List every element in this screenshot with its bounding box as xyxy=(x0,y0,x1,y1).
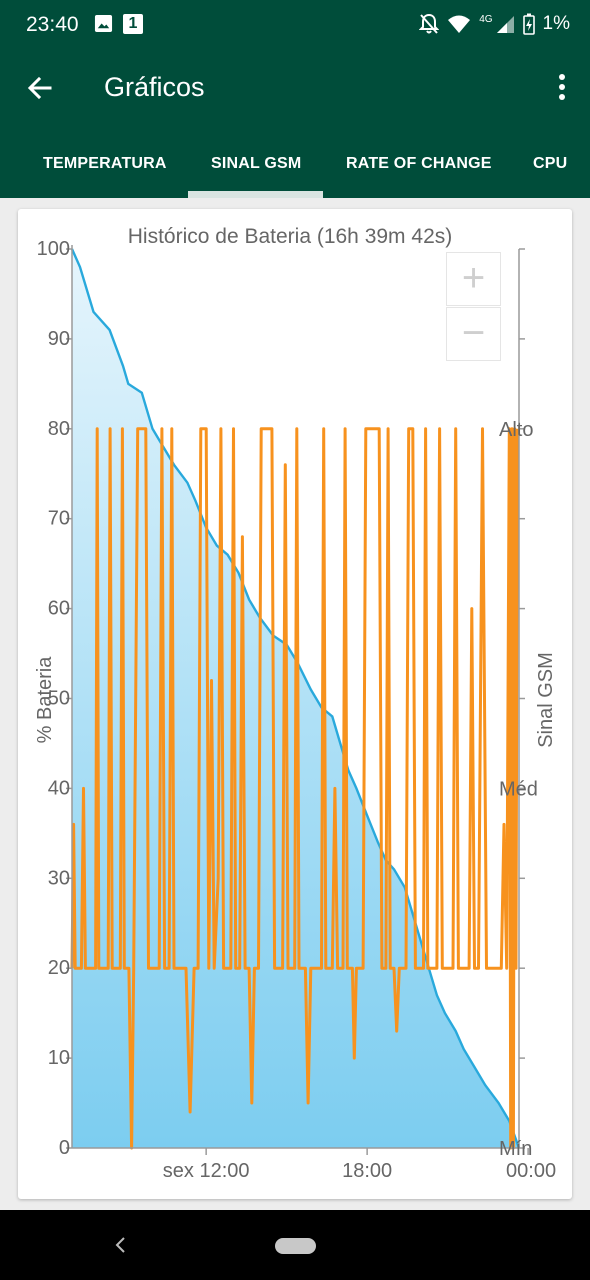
tab-temperatura[interactable]: TEMPERATURA xyxy=(43,155,167,172)
y-tick-label: 70 xyxy=(48,508,70,530)
y-tick-label: 60 xyxy=(48,598,70,620)
x-tick-label: sex 12:00 xyxy=(163,1160,250,1182)
x-tick-label: 00:00 xyxy=(506,1160,556,1182)
mute-bell-icon xyxy=(419,13,440,34)
page-title: Gráficos xyxy=(104,72,205,102)
y2-tick-label: Alto xyxy=(499,419,533,441)
nav-home-pill[interactable] xyxy=(275,1238,316,1254)
chart-title: Histórico de Bateria (16h 39m 42s) xyxy=(128,225,453,248)
network-type: 4G xyxy=(479,13,493,25)
battery-percent: 1% xyxy=(542,13,570,34)
image-icon xyxy=(94,14,113,33)
y-tick-label: 30 xyxy=(48,867,70,889)
y-tick-label: 40 xyxy=(48,777,70,799)
y-tick-label: 0 xyxy=(59,1137,70,1159)
y-axis-label: % Bateria xyxy=(34,656,56,744)
active-tab-indicator xyxy=(188,191,323,198)
status-bar: 23:40 1 4G 1% xyxy=(0,0,590,50)
nav-back-icon[interactable] xyxy=(110,1234,132,1256)
y-tick-label: 90 xyxy=(48,328,70,350)
y-tick-label: 50 xyxy=(48,688,70,710)
y2-axis-label: Sinal GSM xyxy=(535,652,557,748)
tab-rate-of-change[interactable]: RATE OF CHANGE xyxy=(346,155,492,172)
tab-bar: TEMPERATURA SINAL GSM RATE OF CHANGE CPU xyxy=(0,126,590,198)
y-tick-label: 10 xyxy=(48,1047,70,1069)
wifi-icon xyxy=(448,15,471,33)
y2-tick-label: Méd xyxy=(499,778,538,800)
status-time: 23:40 xyxy=(26,13,79,36)
arrow-back-icon[interactable] xyxy=(24,72,56,104)
app-bar: Gráficos xyxy=(0,50,590,126)
zoom-out-button[interactable]: − xyxy=(446,307,501,361)
y2-tick-label: Mín xyxy=(499,1138,532,1160)
y-tick-label: 80 xyxy=(48,418,70,440)
signal-icon xyxy=(496,16,514,33)
signal-line xyxy=(70,427,519,1150)
tab-sinal-gsm[interactable]: SINAL GSM xyxy=(211,155,302,172)
y-tick-label: 20 xyxy=(48,957,70,979)
tab-cpu[interactable]: CPU xyxy=(533,155,568,172)
zoom-in-button[interactable]: + xyxy=(446,252,501,306)
battery-charging-icon xyxy=(522,13,535,35)
battery-line xyxy=(70,248,521,1149)
chart-axes: 0 10 20 30 40 50 60 70 80 90 100 Mín Méd Alto sex 12:0… xyxy=(37,238,556,1182)
y-tick-label: 100 xyxy=(37,238,70,260)
x-tick-label: 18:00 xyxy=(342,1160,392,1182)
more-vert-icon[interactable] xyxy=(552,72,572,104)
battery-history-chart[interactable]: Histórico de Bateria (16h 39m 42s) 0 10 20… xyxy=(0,0,590,1210)
notification-badge: 1 xyxy=(123,14,143,34)
